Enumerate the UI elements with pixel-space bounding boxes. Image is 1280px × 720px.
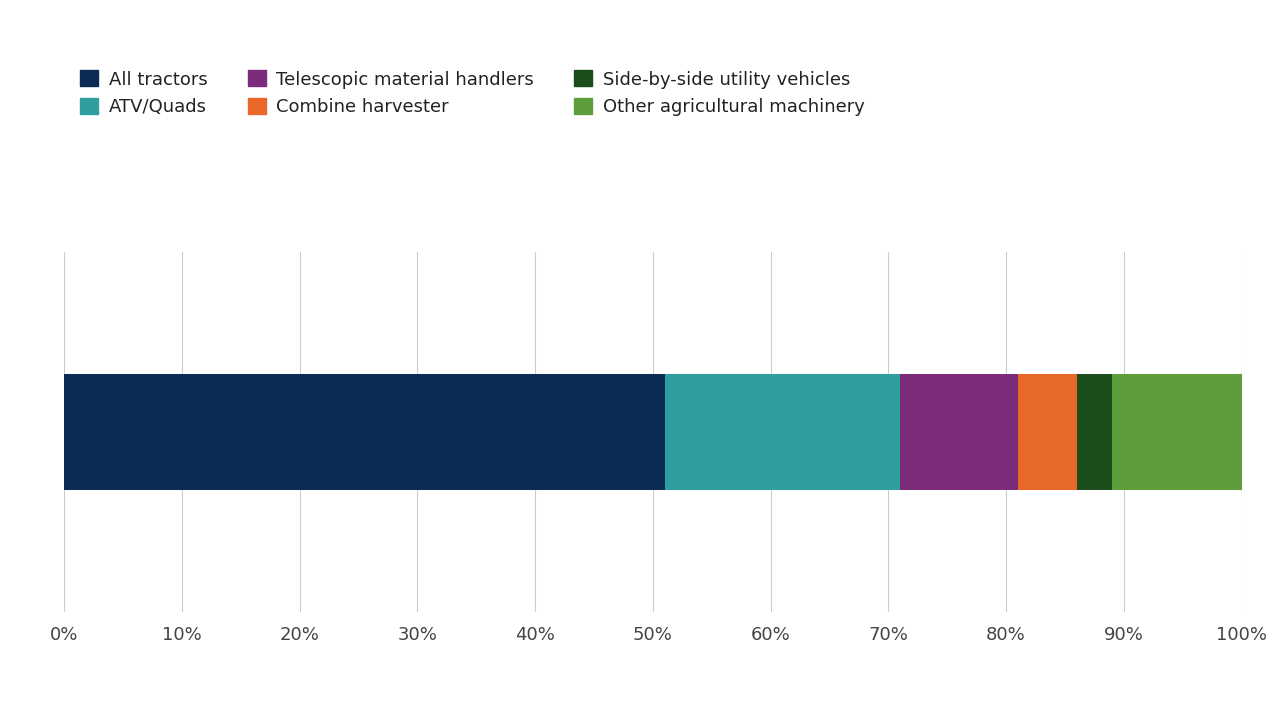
Bar (1076, 374, 1112, 490)
Bar (900, 374, 1018, 490)
Bar (664, 374, 900, 490)
Bar (64, 374, 664, 490)
Legend: All tractors, ATV/Quads, Telescopic material handlers, Combine harvester, Side-b: All tractors, ATV/Quads, Telescopic mate… (73, 63, 872, 123)
Bar (1112, 374, 1242, 490)
Bar (1018, 374, 1076, 490)
